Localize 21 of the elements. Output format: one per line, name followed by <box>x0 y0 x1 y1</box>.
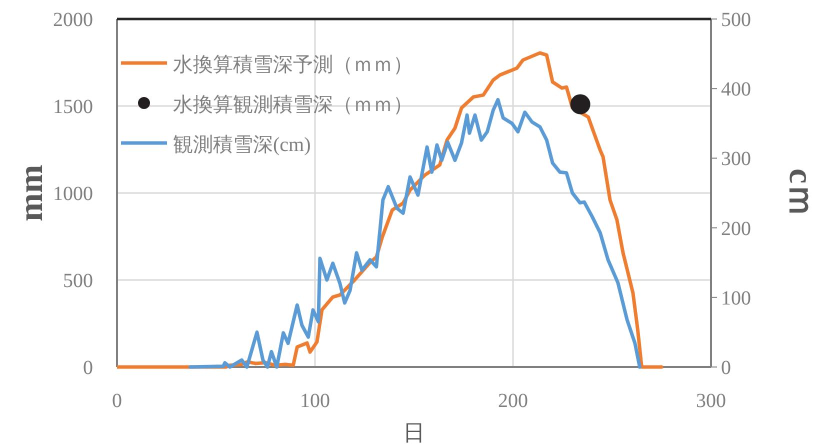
y-tick-label: 0 <box>83 357 93 379</box>
x-axis-title: 日 <box>403 420 425 444</box>
y-tick-label: 1500 <box>53 96 93 118</box>
legend-label: 水換算積雪深予測（ｍｍ） <box>173 54 413 76</box>
legend-label: 水換算観測積雪深（ｍｍ） <box>173 94 413 116</box>
y-axis-title: mm <box>13 164 50 222</box>
y-tick-label: 2000 <box>53 9 93 31</box>
y2-axis-title: cｍ <box>782 168 815 218</box>
legend-label: 観測積雪深(cm) <box>173 134 311 156</box>
x-tick-label: 100 <box>300 390 330 412</box>
y2-tick-label: 300 <box>721 148 751 170</box>
x-tick-label: 200 <box>498 390 528 412</box>
y2-tick-label: 400 <box>721 78 751 101</box>
y2-tick-label: 100 <box>721 287 751 310</box>
y2-tick-label: 0 <box>721 357 731 379</box>
y-tick-label: 500 <box>63 270 93 292</box>
y2-tick-label: 500 <box>721 9 751 31</box>
y2-tick-label: 200 <box>721 218 751 240</box>
x-tick-label: 0 <box>112 390 122 412</box>
x-tick-label: 300 <box>696 390 726 412</box>
y-tick-label: 1000 <box>53 183 93 205</box>
